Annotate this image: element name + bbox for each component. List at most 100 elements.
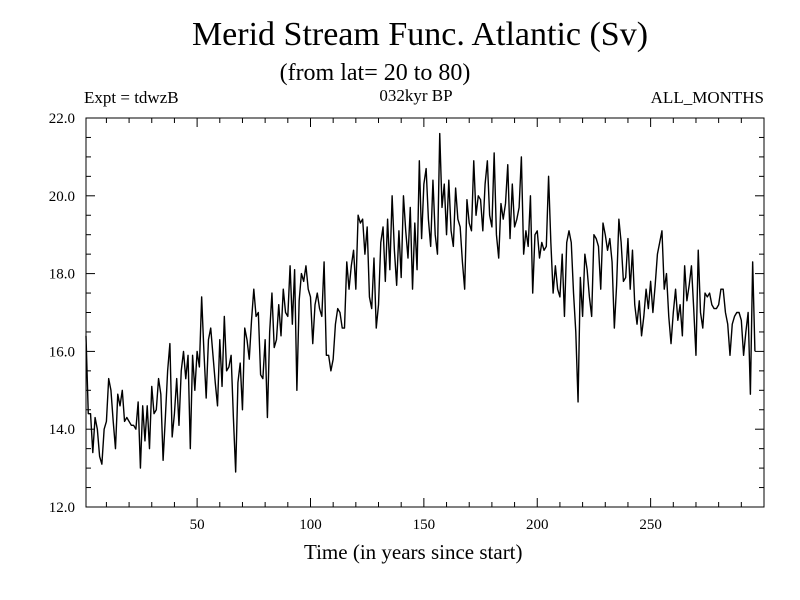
y-tick-label: 20.0 [49, 189, 75, 205]
data-point [335, 324, 336, 325]
data-point [693, 308, 694, 309]
data-point [448, 180, 449, 181]
data-point [627, 238, 628, 239]
chart-subtitle: (from lat= 20 to 80) [279, 60, 471, 86]
data-point [296, 390, 297, 391]
data-point [500, 203, 501, 204]
data-point [446, 234, 447, 235]
data-point [283, 289, 284, 290]
data-point [333, 359, 334, 360]
data-point [673, 312, 674, 313]
data-point [267, 417, 268, 418]
data-point [600, 289, 601, 290]
data-point [702, 327, 703, 328]
data-point [380, 242, 381, 243]
data-point [280, 335, 281, 336]
data-point [636, 324, 637, 325]
months-label: ALL_MONTHS [650, 88, 764, 107]
data-point [156, 409, 157, 410]
data-point [738, 312, 739, 313]
ticks-group [86, 117, 765, 508]
data-point [684, 265, 685, 266]
data-point [187, 355, 188, 356]
data-point [659, 242, 660, 243]
data-point [718, 304, 719, 305]
data-point [519, 207, 520, 208]
data-point [226, 370, 227, 371]
data-point [611, 261, 612, 262]
data-point [212, 355, 213, 356]
data-point [503, 219, 504, 220]
data-point [142, 405, 143, 406]
data-point [571, 242, 572, 243]
data-point [543, 250, 544, 251]
data-point [301, 273, 302, 274]
data-point [110, 390, 111, 391]
data-point [614, 327, 615, 328]
data-point [203, 351, 204, 352]
data-point [371, 308, 372, 309]
data-point [559, 296, 560, 297]
y-tick-label: 18.0 [49, 267, 75, 283]
data-point [358, 215, 359, 216]
series-group [85, 132, 756, 473]
data-point [396, 285, 397, 286]
data-point [158, 378, 159, 379]
data-point [412, 289, 413, 290]
data-point [616, 285, 617, 286]
data-point [206, 397, 207, 398]
data-point [598, 246, 599, 247]
data-point [605, 234, 606, 235]
data-point [382, 226, 383, 227]
data-point [376, 327, 377, 328]
data-point [426, 168, 427, 169]
data-point [534, 234, 535, 235]
data-point [455, 187, 456, 188]
data-point [462, 261, 463, 262]
data-point [539, 257, 540, 258]
data-point [602, 222, 603, 223]
data-point [623, 281, 624, 282]
data-point [235, 471, 236, 472]
x-tick-label: 100 [299, 517, 322, 533]
data-point [745, 331, 746, 332]
data-point [231, 355, 232, 356]
data-point [260, 374, 261, 375]
data-point [194, 390, 195, 391]
data-point [407, 257, 408, 258]
data-point [113, 421, 114, 422]
data-point [246, 339, 247, 340]
data-point [484, 184, 485, 185]
data-point [609, 238, 610, 239]
data-point [138, 401, 139, 402]
data-point [249, 359, 250, 360]
data-point [460, 226, 461, 227]
data-point [126, 417, 127, 418]
data-point [582, 316, 583, 317]
data-point [119, 405, 120, 406]
data-point [172, 436, 173, 437]
data-point [101, 464, 102, 465]
data-point [201, 296, 202, 297]
data-point [732, 324, 733, 325]
data-point [423, 184, 424, 185]
data-point [596, 238, 597, 239]
data-point [258, 312, 259, 313]
y-tick-label: 22.0 [49, 111, 75, 127]
data-point [729, 355, 730, 356]
data-point [122, 390, 123, 391]
data-point [695, 355, 696, 356]
data-point [401, 277, 402, 278]
data-point [174, 413, 175, 414]
data-point [480, 199, 481, 200]
data-point [289, 265, 290, 266]
data-point [319, 308, 320, 309]
data-point [169, 343, 170, 344]
data-point [589, 296, 590, 297]
data-point [337, 308, 338, 309]
data-point [568, 230, 569, 231]
data-point [160, 394, 161, 395]
data-point [478, 195, 479, 196]
data-point [167, 370, 168, 371]
data-point [265, 339, 266, 340]
